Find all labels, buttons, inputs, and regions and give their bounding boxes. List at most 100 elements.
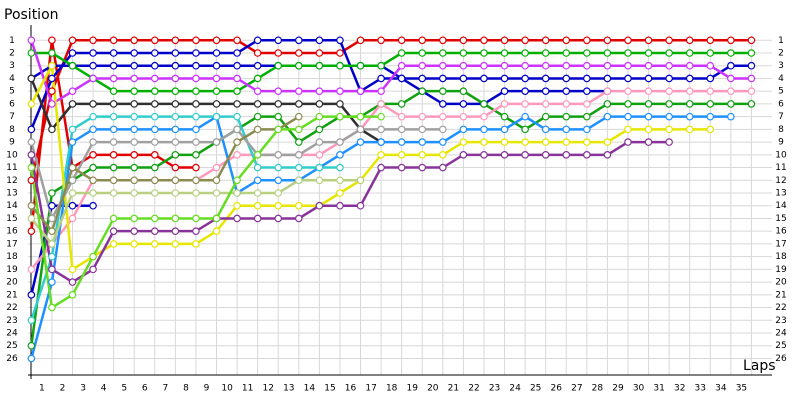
series-point bbox=[562, 49, 571, 57]
x-tick-label: 23 bbox=[489, 384, 500, 394]
series-point bbox=[583, 36, 591, 45]
x-tick-label: 9 bbox=[204, 384, 210, 394]
series-point bbox=[480, 100, 488, 108]
series-point bbox=[603, 112, 612, 121]
series-point bbox=[644, 74, 653, 83]
series-point bbox=[274, 151, 283, 159]
series-point bbox=[603, 151, 612, 159]
series-point bbox=[315, 201, 324, 210]
series-point bbox=[171, 176, 180, 185]
series-point bbox=[89, 49, 97, 57]
series-point bbox=[541, 87, 550, 95]
series-point bbox=[48, 125, 56, 134]
series-point bbox=[212, 138, 221, 146]
series-point bbox=[295, 87, 303, 95]
x-tick-label: 34 bbox=[715, 384, 727, 394]
series-point bbox=[541, 74, 550, 83]
x-tick-label: 24 bbox=[509, 384, 521, 394]
y-tick-label: 23 bbox=[6, 316, 17, 326]
series-point bbox=[439, 49, 447, 57]
series-point bbox=[521, 138, 529, 146]
series-point bbox=[27, 49, 36, 57]
series-point bbox=[644, 125, 653, 134]
series-point bbox=[68, 214, 77, 223]
y-tick-label-right: 15 bbox=[775, 214, 786, 224]
series-point bbox=[253, 201, 262, 210]
series-point bbox=[315, 151, 324, 159]
series-point bbox=[315, 100, 324, 108]
series-point bbox=[644, 87, 653, 95]
series-point bbox=[665, 87, 673, 95]
series-point bbox=[253, 61, 262, 70]
series-point bbox=[171, 125, 180, 134]
series-point bbox=[356, 36, 365, 45]
series-point bbox=[562, 61, 571, 70]
series-point bbox=[562, 74, 571, 83]
series-point bbox=[706, 112, 715, 121]
series-point bbox=[171, 112, 180, 121]
x-tick-label: 20 bbox=[427, 384, 439, 394]
y-tick-label-right: 6 bbox=[778, 99, 784, 109]
series-point bbox=[377, 125, 385, 134]
series-point bbox=[418, 125, 427, 134]
series-point bbox=[603, 138, 612, 146]
series-point bbox=[27, 265, 36, 274]
series-point bbox=[624, 112, 632, 121]
series-point bbox=[212, 49, 221, 57]
series-line bbox=[30, 115, 300, 234]
series-point bbox=[171, 49, 180, 57]
series-point bbox=[27, 316, 36, 325]
x-tick-label: 3 bbox=[80, 384, 86, 394]
series-point bbox=[665, 61, 673, 70]
series-point bbox=[439, 112, 447, 121]
series-point bbox=[48, 189, 56, 197]
series-point bbox=[603, 49, 612, 57]
series-point bbox=[109, 87, 118, 95]
y-tick-label-right: 21 bbox=[775, 290, 786, 300]
series-point bbox=[253, 112, 262, 121]
series-point bbox=[274, 201, 283, 210]
series-point bbox=[747, 49, 756, 57]
series-point bbox=[68, 201, 77, 210]
series-point bbox=[459, 112, 468, 121]
series-point bbox=[685, 74, 694, 83]
series-point bbox=[68, 49, 77, 57]
series-point bbox=[109, 163, 118, 172]
series-point bbox=[562, 138, 571, 146]
series-point bbox=[253, 214, 262, 223]
y-tick-label: 19 bbox=[6, 265, 18, 275]
series-point bbox=[192, 240, 200, 248]
series-point bbox=[521, 87, 529, 95]
series-point bbox=[377, 151, 385, 159]
series-point bbox=[644, 61, 653, 70]
series-point bbox=[603, 36, 612, 45]
series-point bbox=[171, 163, 180, 172]
y-tick-label: 8 bbox=[9, 125, 15, 135]
series-point bbox=[377, 100, 385, 108]
series-point bbox=[521, 49, 529, 57]
series-point bbox=[109, 74, 118, 83]
x-tick-label: 14 bbox=[304, 384, 316, 394]
series-point bbox=[665, 49, 673, 57]
series-point bbox=[212, 61, 221, 70]
series-point bbox=[109, 125, 118, 134]
series-point bbox=[27, 214, 36, 223]
series-point bbox=[459, 138, 468, 146]
series-point bbox=[295, 125, 303, 134]
series-point bbox=[212, 87, 221, 95]
series-point bbox=[562, 100, 571, 108]
x-tick-label: 25 bbox=[530, 384, 541, 394]
series-point bbox=[336, 201, 344, 210]
series-point bbox=[130, 36, 139, 45]
series-point bbox=[624, 74, 632, 83]
y-tick-label-right: 24 bbox=[775, 329, 787, 339]
series-point bbox=[480, 36, 488, 45]
series-point bbox=[68, 265, 77, 274]
series-point bbox=[171, 36, 180, 45]
series-point bbox=[459, 100, 468, 108]
series-point bbox=[356, 112, 365, 121]
series-point bbox=[706, 49, 715, 57]
series-point bbox=[89, 100, 97, 108]
